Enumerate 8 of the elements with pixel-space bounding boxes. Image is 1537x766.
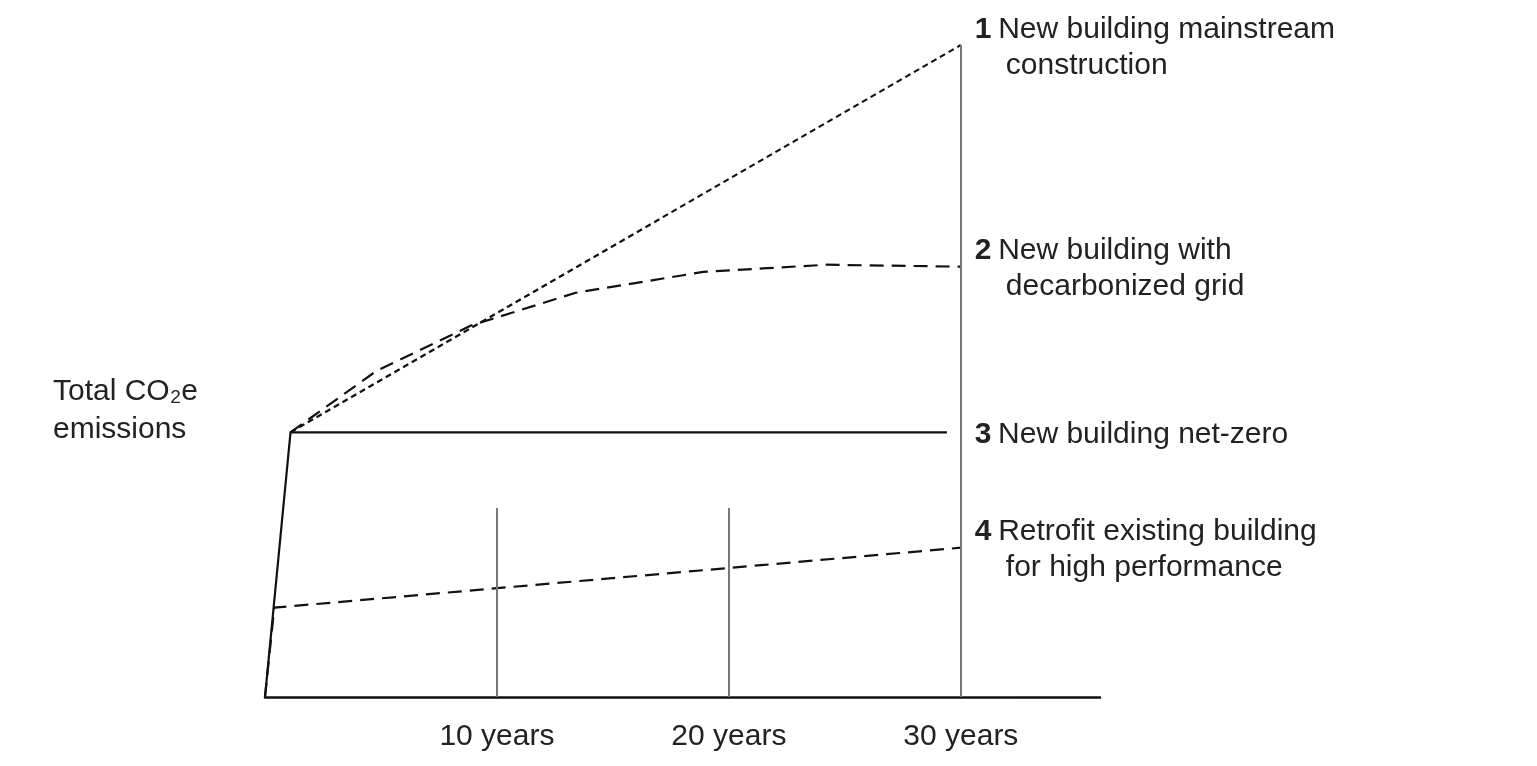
x-tick-label: 10 years	[439, 717, 555, 751]
series-label: 3 New building net-zero	[974, 415, 1289, 449]
x-tick-label: 30 years	[903, 717, 1019, 751]
series-label: 2 New building with decarbonized grid	[974, 232, 1245, 302]
series-label: 1 New building mainstream construction	[974, 10, 1335, 80]
series-label: 4 Retrofit existing building for high performance	[974, 513, 1317, 583]
x-tick-label: 20 years	[671, 717, 787, 751]
y-axis-title: Total CO₂e emissions	[53, 372, 199, 444]
